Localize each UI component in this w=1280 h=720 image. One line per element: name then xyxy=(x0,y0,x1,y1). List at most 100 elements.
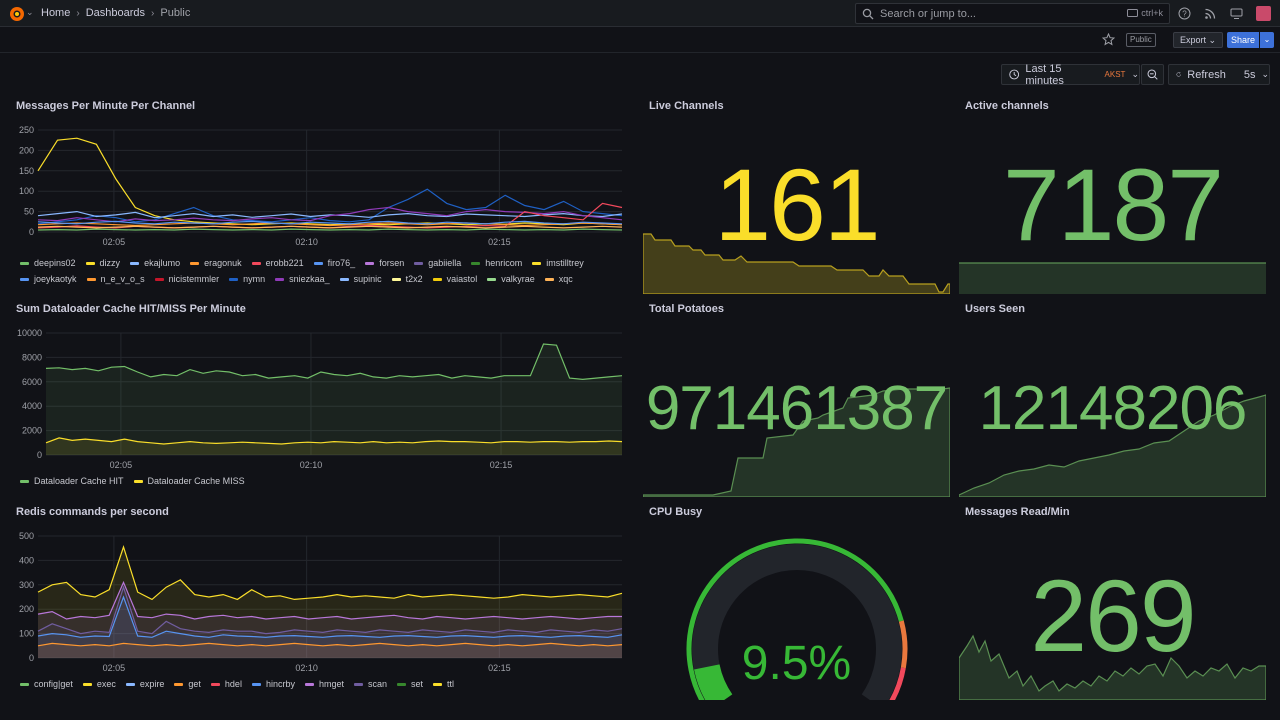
legend-item[interactable]: Dataloader Cache MISS xyxy=(133,475,245,487)
redis-chart[interactable]: 0 100 200 300 400 500 02:05 02:10 02:15 xyxy=(16,530,628,674)
help-icon[interactable]: ? xyxy=(1178,7,1191,20)
legend-swatch xyxy=(20,682,29,686)
x-tick-label: 02:10 xyxy=(295,663,318,673)
legend-item[interactable]: xqc xyxy=(544,273,573,285)
legend-item[interactable]: expire xyxy=(125,678,165,690)
y-tick-label: 150 xyxy=(19,166,34,176)
rss-icon[interactable] xyxy=(1204,7,1217,20)
legend-item[interactable]: firo76_ xyxy=(313,257,355,269)
legend-swatch xyxy=(471,261,481,265)
cpu-gauge xyxy=(686,538,908,700)
legend-label: hincrby xyxy=(265,679,295,689)
legend-item[interactable]: imstilltrey xyxy=(532,257,584,269)
legend-item[interactable]: henricom xyxy=(471,257,522,269)
legend-item[interactable]: hincrby xyxy=(251,678,295,690)
export-button[interactable]: Export ⌄ xyxy=(1173,32,1224,48)
legend-item[interactable]: eragonuk xyxy=(190,257,242,269)
chevron-right-icon: › xyxy=(76,7,80,19)
legend-item[interactable]: dizzy xyxy=(85,257,120,269)
legend-item[interactable]: scan xyxy=(353,678,387,690)
legend-label: henricom xyxy=(485,258,523,268)
legend-swatch xyxy=(544,277,554,281)
legend-item[interactable]: exec xyxy=(82,678,116,690)
legend-label: n_e_v_o_s xyxy=(100,274,145,284)
gauge-value-arc xyxy=(694,663,733,700)
legend-item[interactable]: nicistemmler xyxy=(154,273,219,285)
legend-item[interactable]: hdel xyxy=(210,678,242,690)
legend-label: scan xyxy=(367,679,387,689)
legend-label: supinic xyxy=(353,274,382,284)
active-channels-sparkline xyxy=(959,262,1266,294)
legend-item[interactable]: config|get xyxy=(20,678,73,690)
gauge-track xyxy=(692,544,902,700)
refresh-picker[interactable]: Refresh 5s ⌄ xyxy=(1168,64,1270,85)
chevron-down-icon: ⌄ xyxy=(1131,69,1139,79)
y-tick-label: 0 xyxy=(37,450,42,460)
series-area xyxy=(46,344,622,455)
star-icon[interactable] xyxy=(1102,33,1115,46)
legend-item[interactable]: gabiiella xyxy=(414,257,461,269)
messages-chart[interactable]: 0 50 100 150 200 250 02:05 02:10 02:15 xyxy=(16,124,628,248)
y-tick-label: 300 xyxy=(19,580,34,590)
legend-item[interactable]: deepins02 xyxy=(20,257,76,269)
panel-title: Total Potatoes xyxy=(649,303,724,315)
series-line xyxy=(37,137,623,226)
zoom-out-button[interactable] xyxy=(1141,64,1164,85)
legend-label: erobb221 xyxy=(265,258,304,268)
series-area xyxy=(38,582,622,658)
monitor-icon[interactable] xyxy=(1230,7,1243,20)
legend-item[interactable]: supinic xyxy=(339,273,382,285)
panel-title: CPU Busy xyxy=(649,506,703,518)
chevron-down-icon[interactable]: ⌄ xyxy=(26,7,34,17)
legend-item[interactable]: n_e_v_o_s xyxy=(86,273,145,285)
time-range-picker[interactable]: Last 15 minutes AKST ⌄ xyxy=(1001,63,1140,87)
series-line xyxy=(45,437,623,445)
legend-item[interactable]: hmget xyxy=(304,678,344,690)
legend-item[interactable]: forsen xyxy=(365,257,404,269)
legend-item[interactable]: get xyxy=(174,678,201,690)
legend-swatch xyxy=(82,682,92,686)
panel-messages-per-minute: Messages Per Minute Per Channel 0 50 100 15… xyxy=(16,100,628,290)
series-line xyxy=(37,580,622,620)
legend-swatch xyxy=(487,277,497,281)
legend-label: joeykaotyk xyxy=(34,274,77,284)
share-button[interactable]: Share xyxy=(1227,32,1259,48)
share-dropdown-button[interactable]: ⌄ xyxy=(1260,32,1274,48)
series-line xyxy=(37,210,623,219)
legend-item[interactable]: vaiastol xyxy=(432,273,477,285)
breadcrumb: Home › Dashboards › Public xyxy=(41,7,190,19)
legend-label: forsen xyxy=(379,258,405,268)
series-line xyxy=(37,595,623,638)
legend-item[interactable]: ttl xyxy=(433,678,454,690)
clock-icon xyxy=(1009,69,1020,80)
avatar[interactable] xyxy=(1256,6,1271,21)
series-line xyxy=(37,188,623,225)
legend-label: expire xyxy=(139,679,165,689)
legend-label: hmget xyxy=(318,679,344,689)
chevron-down-icon: ⌄ xyxy=(1261,69,1269,79)
legend-label: Dataloader Cache HIT xyxy=(34,476,124,486)
grafana-logo-icon[interactable] xyxy=(8,5,26,23)
legend-item[interactable]: t2x2 xyxy=(391,273,423,285)
breadcrumb-current: Public xyxy=(160,7,191,19)
legend-label: get xyxy=(188,679,201,689)
legend-item[interactable]: valkyrae xyxy=(487,273,535,285)
legend-item[interactable]: joeykaotyk xyxy=(20,273,77,285)
search-input[interactable]: Search or jump to... ctrl+k xyxy=(855,3,1170,24)
breadcrumb-dashboards[interactable]: Dashboards xyxy=(85,7,146,19)
legend-item[interactable]: nymn xyxy=(229,273,265,285)
legend-item[interactable]: sniezkaa_ xyxy=(275,273,330,285)
panel-cpu-busy: CPU Busy 9.5% xyxy=(643,506,950,700)
series-line xyxy=(37,206,623,223)
dataloader-chart[interactable]: 0 2000 4000 6000 8000 10000 02:05 02:10 02:15 xyxy=(16,327,628,471)
legend-item[interactable]: set xyxy=(396,678,423,690)
legend-item[interactable]: Dataloader Cache HIT xyxy=(20,475,124,487)
y-tick-label: 8000 xyxy=(22,352,42,362)
legend-item[interactable]: ekajlumo xyxy=(130,257,180,269)
legend-item[interactable]: erobb221 xyxy=(251,257,304,269)
y-tick-label: 0 xyxy=(29,227,34,237)
gauge-threshold-orange xyxy=(898,620,908,669)
search-shortcut: ctrl+k xyxy=(1127,8,1163,18)
breadcrumb-home[interactable]: Home xyxy=(41,7,71,19)
legend-label: valkyrae xyxy=(501,274,535,284)
